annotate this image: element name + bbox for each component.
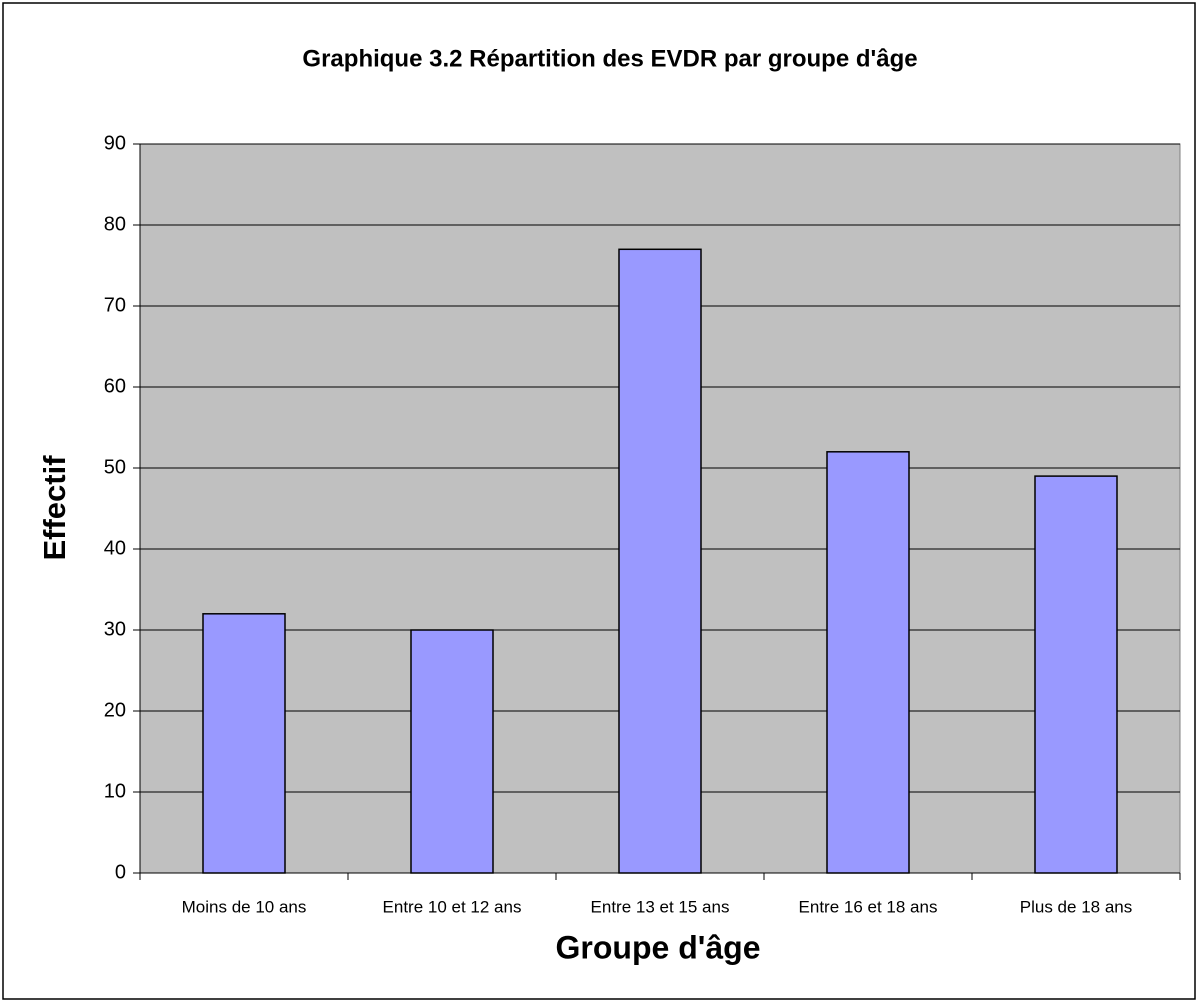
- y-tick-label: 10: [104, 780, 126, 802]
- x-tick-label: Entre 13 et 15 ans: [591, 897, 730, 916]
- x-tick-label: Plus de 18 ans: [1020, 897, 1132, 916]
- chart-title: Graphique 3.2 Répartition des EVDR par g…: [302, 45, 917, 72]
- bar: [1034, 475, 1118, 874]
- y-tick-label: 50: [104, 456, 126, 478]
- y-tick-label: 90: [104, 132, 126, 154]
- x-tick-label: Entre 10 et 12 ans: [383, 897, 522, 916]
- x-axis-label: Groupe d'âge: [556, 929, 761, 965]
- y-tick-label: 70: [104, 294, 126, 316]
- y-tick-label: 40: [104, 537, 126, 559]
- bar: [618, 248, 702, 874]
- bar: [202, 613, 286, 874]
- x-tick-label: Moins de 10 ans: [182, 897, 307, 916]
- y-axis-label: Effectif: [37, 455, 72, 561]
- y-tick-label: 60: [104, 375, 126, 397]
- bar: [826, 451, 910, 874]
- y-tick-label: 20: [104, 699, 126, 721]
- y-tick-label: 0: [115, 861, 126, 883]
- y-tick-label: 30: [104, 618, 126, 640]
- y-tick-label: 80: [104, 213, 126, 235]
- bar: [410, 629, 494, 874]
- x-tick-label: Entre 16 et 18 ans: [799, 897, 938, 916]
